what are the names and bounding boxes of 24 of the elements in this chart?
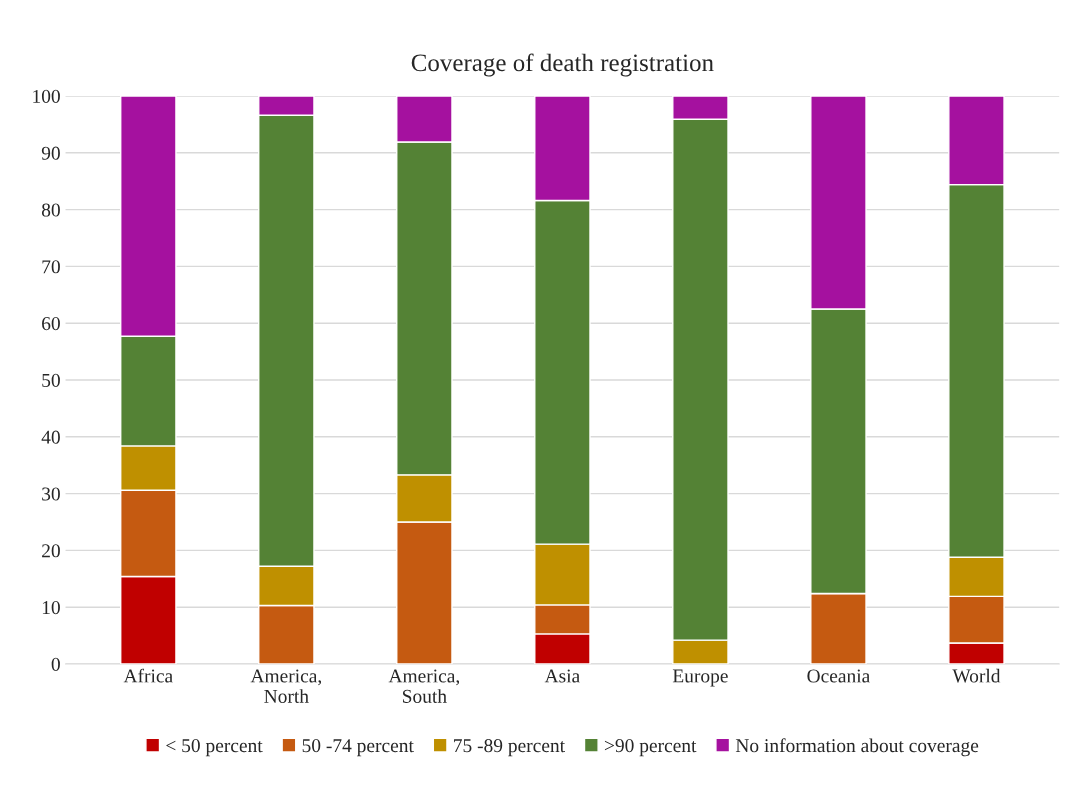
- y-tick-label: 20: [42, 544, 60, 558]
- x-tick-label: Asia: [544, 669, 580, 683]
- legend-label: < 50 percent: [166, 739, 263, 757]
- y-tick-label: 60: [42, 317, 60, 331]
- y-tick-label: 40: [41, 430, 60, 444]
- legend-label: 50 -74 percent: [302, 739, 414, 757]
- y-tick-label: 70: [42, 260, 60, 274]
- x-tick-label: America, North: [250, 669, 322, 703]
- x-tick-label: America, South: [388, 669, 460, 703]
- x-tick-label: Europe: [672, 669, 728, 687]
- y-tick-label: 90: [41, 146, 60, 160]
- y-tick-label: 10: [42, 601, 60, 615]
- x-tick-label: Africa: [123, 668, 173, 683]
- y-tick-label: 30: [42, 487, 60, 501]
- x-tick-label: World: [952, 668, 1001, 683]
- legend-label: >90 percent: [604, 739, 697, 757]
- chart-title: Coverage of death registration: [411, 53, 714, 77]
- legend-label: 75 -89 percent: [454, 739, 565, 757]
- y-tick-label: 100: [33, 89, 60, 103]
- y-tick-label: 80: [41, 203, 60, 217]
- x-tick-label: Oceania: [807, 669, 870, 683]
- y-tick-label: 50: [42, 373, 60, 387]
- legend-label: No information about coverage: [735, 738, 979, 757]
- y-tick-label: 0: [51, 657, 60, 671]
